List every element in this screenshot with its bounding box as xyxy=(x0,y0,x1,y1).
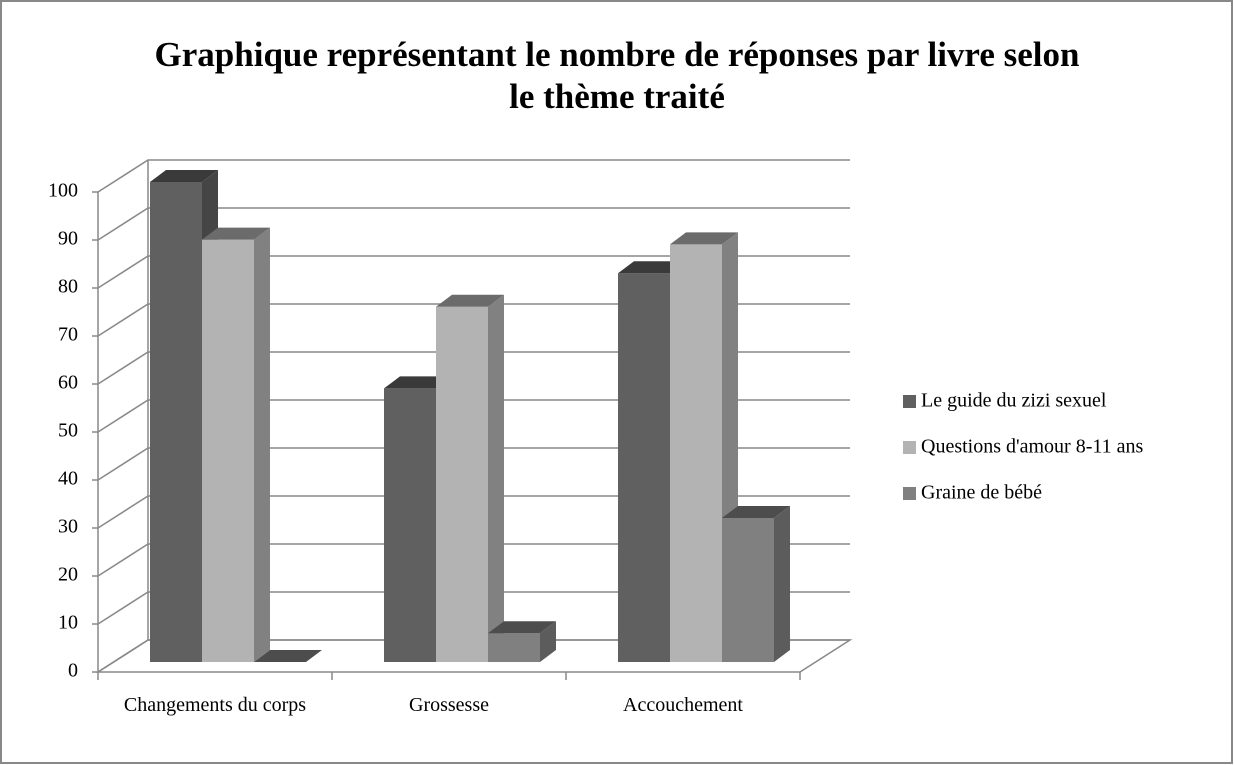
grid-line xyxy=(97,159,850,193)
bar-top xyxy=(254,650,322,662)
bar-side xyxy=(540,621,556,662)
legend-swatch xyxy=(903,487,916,500)
bar-top xyxy=(384,376,452,389)
y-tick-label: 90 xyxy=(58,228,78,250)
grid-line xyxy=(97,447,850,481)
y-tick-label: 50 xyxy=(58,420,78,442)
grid-line xyxy=(97,399,850,433)
legend-label: Graine de bébé xyxy=(921,482,1042,504)
bar-top xyxy=(488,621,556,634)
bar-top xyxy=(670,232,738,245)
y-tick-label: 10 xyxy=(58,612,78,634)
y-tick-label: 100 xyxy=(48,180,78,202)
bar xyxy=(722,518,774,662)
y-tick-label: 60 xyxy=(58,372,78,394)
legend-swatch xyxy=(903,395,916,408)
bar xyxy=(150,182,202,662)
bar xyxy=(670,244,722,662)
x-tick-label: Accouchement xyxy=(623,694,743,716)
bar-top xyxy=(618,261,686,274)
bar-side xyxy=(488,294,504,662)
bar-side xyxy=(774,506,790,662)
grid-line xyxy=(97,207,850,241)
bar xyxy=(436,306,488,662)
legend-label: Le guide du zizi sexuel xyxy=(921,390,1107,412)
y-tick-label: 20 xyxy=(58,564,78,586)
bar-top xyxy=(722,506,790,518)
grid-line xyxy=(97,255,850,289)
y-tick-label: 30 xyxy=(58,516,78,538)
y-tick-label: 40 xyxy=(58,468,78,490)
bar xyxy=(618,273,670,662)
bar xyxy=(384,388,436,662)
chart-title: Graphique représentant le nombre de répo… xyxy=(155,35,1080,116)
bar xyxy=(202,239,254,662)
legend-swatch xyxy=(903,441,916,454)
bar-top xyxy=(150,170,218,182)
grid-line xyxy=(97,495,850,529)
bar-top xyxy=(202,227,270,240)
y-tick-label: 80 xyxy=(58,276,78,298)
grid-line xyxy=(97,543,850,577)
x-tick-label: Grossesse xyxy=(409,694,489,716)
bar-side xyxy=(254,227,270,662)
bar xyxy=(488,633,540,662)
legend-label: Questions d'amour 8-11 ans xyxy=(921,436,1143,458)
y-tick-label: 70 xyxy=(58,324,78,346)
grid-line xyxy=(97,303,850,337)
x-tick-label: Changements du corps xyxy=(124,694,306,716)
y-tick-label: 0 xyxy=(68,660,78,682)
bar-top xyxy=(436,294,504,307)
grid-line xyxy=(97,591,850,625)
grid-line xyxy=(97,351,850,385)
